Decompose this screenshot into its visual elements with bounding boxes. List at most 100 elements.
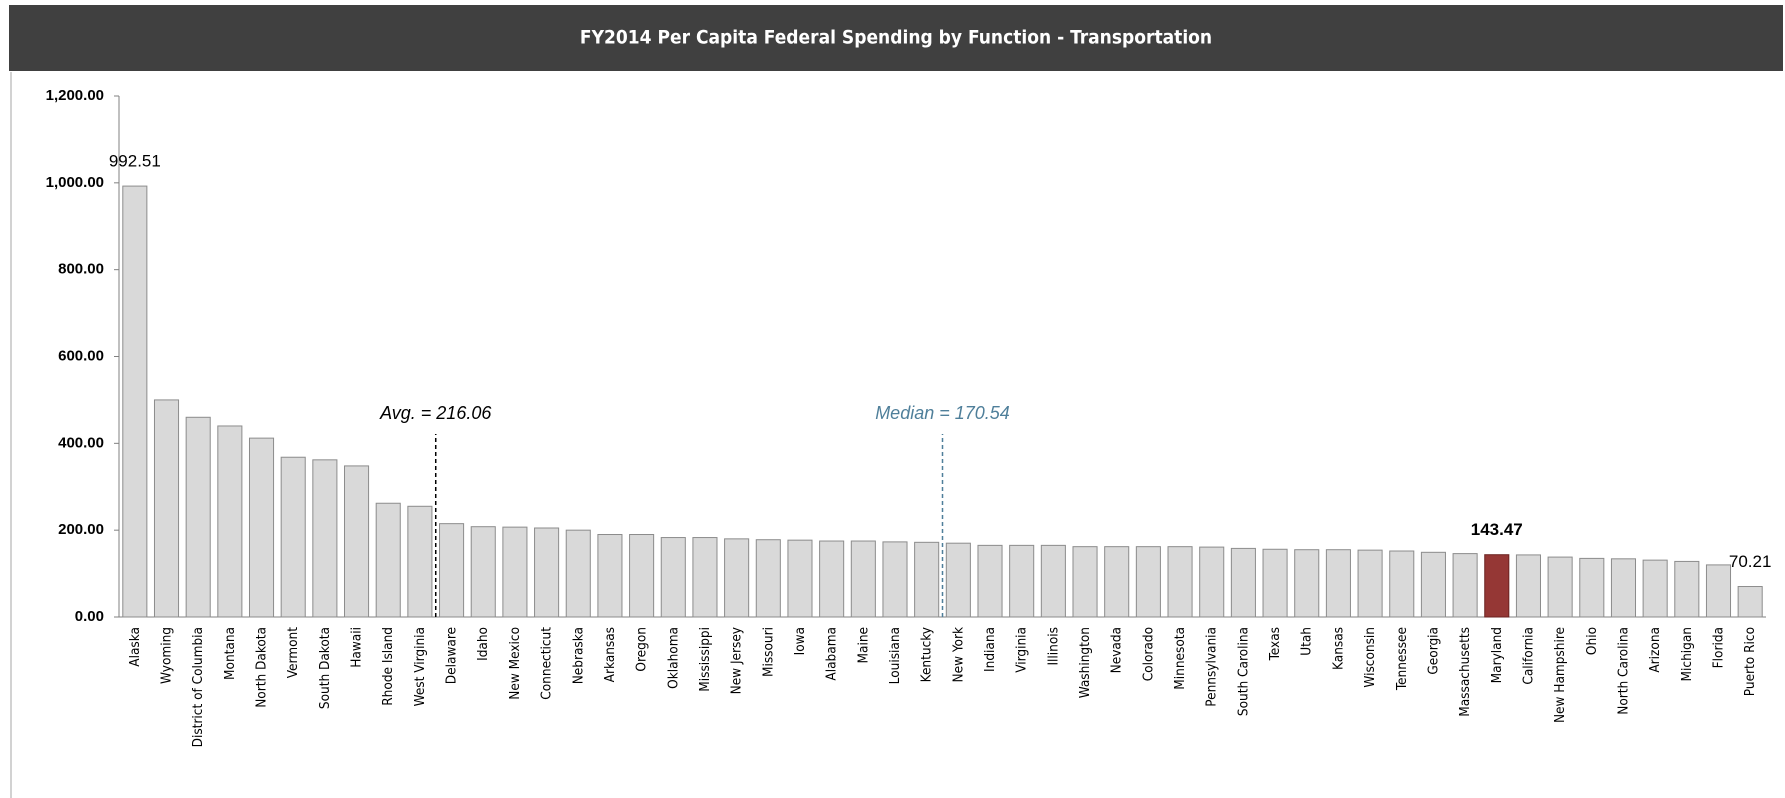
bar [597,534,623,618]
y-tick-label: 600.00 [58,347,104,364]
bar [850,540,876,618]
x-tick-label: Wyoming [159,627,175,684]
bar [1072,546,1098,618]
bar [502,526,528,618]
y-tick-label: 800.00 [58,261,104,278]
bar [1294,549,1320,618]
bar [1674,560,1700,618]
title-bar [9,5,1783,71]
bar [1420,551,1446,618]
bar [1610,558,1637,618]
x-tick-label: Puerto Rico [1742,627,1758,696]
bar [1009,544,1035,618]
x-tick-label: Maine [855,627,871,663]
x-tick-label: Pennsylvania [1204,627,1220,707]
bar [280,456,306,618]
x-tick-label: Vermont [285,627,301,678]
x-tick-label: Indiana [982,627,998,672]
data-label: 70.21 [1729,552,1772,571]
bar [724,538,750,618]
bar [248,437,275,618]
bar [1104,546,1130,618]
bar [945,542,971,618]
x-tick-label: Arizona [1647,627,1663,673]
bar [787,539,813,618]
bar [1040,544,1066,618]
x-tick-label: Washington [1077,627,1093,698]
x-tick-label: Alaska [127,627,143,667]
bar [1389,550,1415,618]
x-tick-label: Florida [1710,627,1726,668]
x-tick-label: Delaware [444,627,460,684]
bar [565,529,591,618]
y-tick-label: 400.00 [58,434,104,451]
bar [882,541,908,618]
x-tick-label: North Carolina [1615,627,1631,715]
x-tick-label: California [1520,627,1536,685]
x-tick-label: Wisconsin [1362,627,1378,688]
x-tick-label: Alabama [824,627,840,681]
bar [914,541,940,618]
x-tick-label: District of Columbia [190,627,206,747]
x-tick-label: Rhode Island [380,627,396,706]
x-tick-label: North Dakota [254,627,270,708]
bar [1167,546,1193,618]
bar [470,526,496,618]
x-tick-label: Georgia [1425,627,1441,675]
y-tick-label: 0.00 [75,608,104,625]
x-tick-label: Tennessee [1394,627,1410,691]
x-tick-label: Iowa [792,627,808,655]
x-tick-label: Montana [222,627,238,680]
x-tick-label: South Carolina [1235,627,1251,716]
x-tick-label: Texas [1267,627,1283,661]
x-tick-label: South Dakota [317,627,333,709]
bar [1325,549,1351,618]
bar [1135,546,1161,618]
bar [1357,549,1383,618]
x-tick-label: Colorado [1140,627,1156,681]
x-tick-label: Connecticut [539,627,555,700]
x-tick-label: Hawaii [349,627,365,668]
bar [1737,586,1763,618]
x-tick-label: Minnesota [1172,627,1188,690]
data-label: 992.51 [109,152,161,171]
bar [629,534,655,618]
bar [439,523,465,618]
x-tick-label: Maryland [1489,627,1505,683]
x-tick-label: West Virginia [412,627,428,706]
x-tick-label: Michigan [1679,627,1695,681]
x-tick-label: Oregon [634,627,650,672]
x-tick-label: Oklahoma [665,627,681,689]
x-tick-label: Illinois [1045,627,1061,666]
bar [819,540,845,618]
bar [1547,556,1573,618]
bar [660,537,686,618]
bar [407,505,433,618]
bar [1515,554,1541,618]
x-tick-label: New Jersey [729,627,745,694]
bar [755,539,781,618]
x-tick-label: Nebraska [570,627,586,684]
bar [692,537,718,618]
reference-label: Median = 170.54 [875,403,1010,423]
y-tick-label: 200.00 [58,521,104,538]
bar [1579,557,1605,618]
bar [344,465,370,618]
y-tick-label: 1,000.00 [46,174,104,191]
bar [217,425,243,618]
bar [375,502,401,618]
x-tick-label: Utah [1299,627,1315,656]
x-tick-label: Mississippi [697,627,713,692]
bar [1230,547,1256,618]
bar [1484,554,1510,618]
x-tick-label: Missouri [760,627,776,677]
y-tick-label: 1,200.00 [46,87,104,104]
x-tick-label: Nevada [1109,627,1125,673]
x-tick-label: New York [950,627,966,682]
bar [1452,553,1478,618]
bar [977,544,1003,618]
bar [312,459,338,618]
x-tick-label: Kansas [1330,627,1346,670]
